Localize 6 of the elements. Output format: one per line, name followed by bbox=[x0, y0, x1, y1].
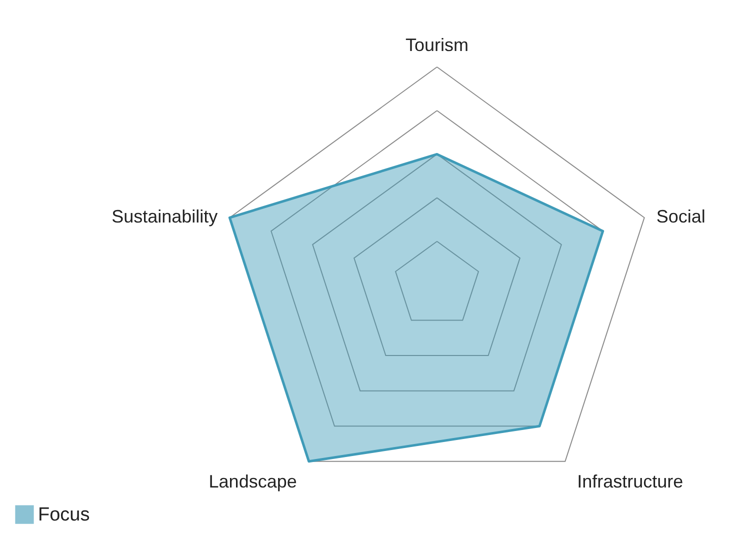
spoke-label: Infrastructure bbox=[577, 471, 684, 492]
spoke-label: Sustainability bbox=[112, 206, 218, 227]
legend-label: Focus bbox=[38, 504, 90, 526]
spoke-label: Social bbox=[656, 206, 706, 227]
spoke-label: Tourism bbox=[405, 35, 469, 55]
spoke-label: Landscape bbox=[208, 471, 297, 492]
